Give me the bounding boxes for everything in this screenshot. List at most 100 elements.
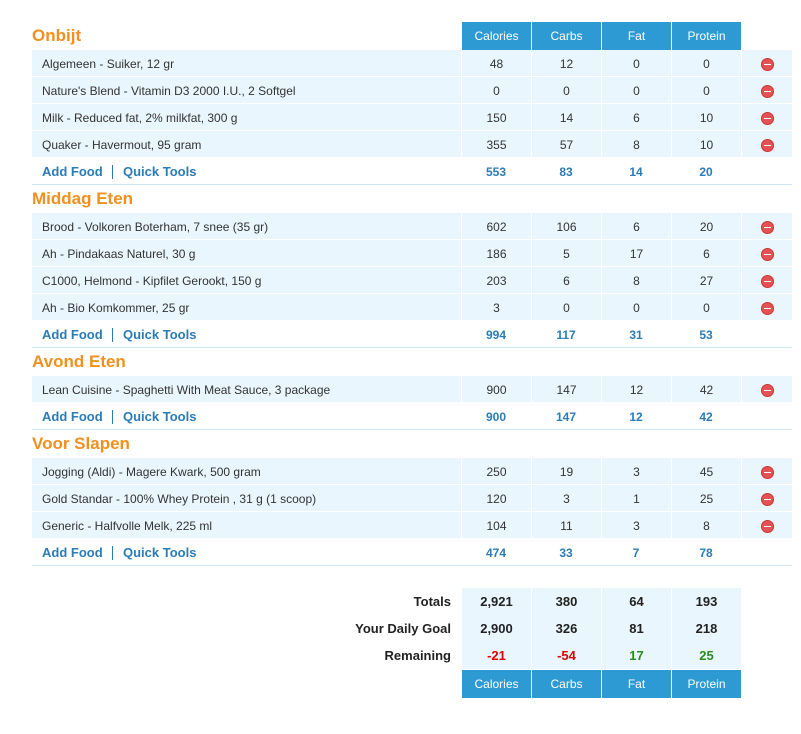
summary-label: Totals bbox=[413, 594, 451, 609]
food-value: 0 bbox=[671, 77, 741, 104]
totals-row bbox=[32, 158, 792, 185]
meal-total: 7 bbox=[632, 545, 640, 560]
food-value: 147 bbox=[531, 376, 601, 403]
food-value: 8 bbox=[601, 267, 671, 294]
summary-value: 380 bbox=[531, 588, 601, 615]
food-value: 3 bbox=[531, 485, 601, 512]
delete-button[interactable] bbox=[761, 384, 774, 397]
link-separator bbox=[112, 546, 113, 560]
food-value: 20 bbox=[671, 213, 741, 240]
food-value: 12 bbox=[531, 50, 601, 77]
meal-title: Middag Eten bbox=[32, 189, 134, 208]
delete-cell bbox=[741, 240, 792, 267]
food-value: 602 bbox=[461, 213, 531, 240]
delete-cell bbox=[741, 77, 792, 104]
column-header: Calories bbox=[461, 22, 531, 50]
quick-tools-link[interactable]: Quick Tools bbox=[123, 164, 197, 179]
food-value: 3 bbox=[601, 458, 671, 485]
column-header: Protein bbox=[671, 670, 741, 698]
food-row bbox=[32, 294, 792, 321]
food-value: 45 bbox=[671, 458, 741, 485]
delete-cell bbox=[741, 104, 792, 131]
add-food-link[interactable]: Add Food bbox=[42, 327, 103, 342]
food-value: 48 bbox=[461, 50, 531, 77]
food-value: 6 bbox=[671, 240, 741, 267]
meal-total: 53 bbox=[699, 327, 713, 342]
delete-cell bbox=[741, 50, 792, 77]
column-header: Calories bbox=[461, 670, 531, 698]
summary-label: Your Daily Goal bbox=[355, 621, 451, 636]
food-value: 8 bbox=[601, 131, 671, 158]
food-name: Milk - Reduced fat, 2% milkfat, 300 g bbox=[42, 110, 238, 125]
delete-cell bbox=[741, 131, 792, 158]
meal-total: 14 bbox=[629, 164, 643, 179]
food-value: 0 bbox=[601, 50, 671, 77]
food-value: 27 bbox=[671, 267, 741, 294]
food-value: 42 bbox=[671, 376, 741, 403]
food-value: 14 bbox=[531, 104, 601, 131]
food-value: 25 bbox=[671, 485, 741, 512]
food-value: 355 bbox=[461, 131, 531, 158]
delete-button[interactable] bbox=[761, 520, 774, 533]
food-name: Jogging (Aldi) - Magere Kwark, 500 gram bbox=[42, 464, 261, 479]
delete-button[interactable] bbox=[761, 85, 774, 98]
food-value: 106 bbox=[531, 213, 601, 240]
totals-row bbox=[32, 321, 792, 348]
summary-value: 25 bbox=[671, 642, 741, 669]
food-value: 1 bbox=[601, 485, 671, 512]
food-name: Gold Standar - 100% Whey Protein , 31 g … bbox=[42, 491, 317, 506]
delete-button[interactable] bbox=[761, 275, 774, 288]
food-value: 17 bbox=[601, 240, 671, 267]
food-row bbox=[32, 458, 792, 485]
food-name: Ah - Pindakaas Naturel, 30 g bbox=[42, 246, 196, 261]
meal-total: 994 bbox=[485, 327, 507, 342]
delete-button[interactable] bbox=[761, 221, 774, 234]
link-separator bbox=[112, 165, 113, 179]
food-row bbox=[32, 485, 792, 512]
delete-button[interactable] bbox=[761, 466, 774, 479]
delete-button[interactable] bbox=[761, 139, 774, 152]
totals-row bbox=[32, 403, 792, 430]
food-value: 19 bbox=[531, 458, 601, 485]
meal-total: 83 bbox=[559, 164, 573, 179]
food-name: Generic - Halfvolle Melk, 225 ml bbox=[42, 518, 213, 533]
food-value: 0 bbox=[671, 294, 741, 321]
summary-value: 64 bbox=[601, 588, 671, 615]
delete-button[interactable] bbox=[761, 112, 774, 125]
meal-total: 553 bbox=[485, 164, 507, 179]
food-value: 900 bbox=[461, 376, 531, 403]
food-value: 6 bbox=[531, 267, 601, 294]
summary-value: 326 bbox=[531, 615, 601, 642]
meal-total: 147 bbox=[555, 409, 577, 424]
add-food-link[interactable]: Add Food bbox=[42, 545, 103, 560]
add-food-link[interactable]: Add Food bbox=[42, 164, 103, 179]
delete-button[interactable] bbox=[761, 248, 774, 261]
add-food-link[interactable]: Add Food bbox=[42, 409, 103, 424]
food-value: 3 bbox=[601, 512, 671, 539]
summary-value: 193 bbox=[671, 588, 741, 615]
food-name: Algemeen - Suiker, 12 gr bbox=[42, 56, 175, 71]
quick-tools-link[interactable]: Quick Tools bbox=[123, 545, 197, 560]
food-name: Ah - Bio Komkommer, 25 gr bbox=[42, 300, 190, 315]
food-row bbox=[32, 104, 792, 131]
food-row bbox=[32, 77, 792, 104]
summary-value: -54 bbox=[531, 642, 601, 669]
food-value: 6 bbox=[601, 213, 671, 240]
quick-tools-link[interactable]: Quick Tools bbox=[123, 409, 197, 424]
quick-tools-link[interactable]: Quick Tools bbox=[123, 327, 197, 342]
delete-button[interactable] bbox=[761, 302, 774, 315]
food-value: 11 bbox=[531, 512, 601, 539]
delete-cell bbox=[741, 458, 792, 485]
delete-cell bbox=[741, 267, 792, 294]
meal-title: Onbijt bbox=[32, 26, 82, 45]
meal-total: 12 bbox=[629, 409, 643, 424]
delete-button[interactable] bbox=[761, 58, 774, 71]
food-value: 0 bbox=[531, 294, 601, 321]
delete-button[interactable] bbox=[761, 493, 774, 506]
meal-total: 474 bbox=[485, 545, 507, 560]
summary-value: 2,921 bbox=[461, 588, 531, 615]
link-separator bbox=[112, 410, 113, 424]
food-value: 203 bbox=[461, 267, 531, 294]
column-header: Fat bbox=[601, 670, 671, 698]
